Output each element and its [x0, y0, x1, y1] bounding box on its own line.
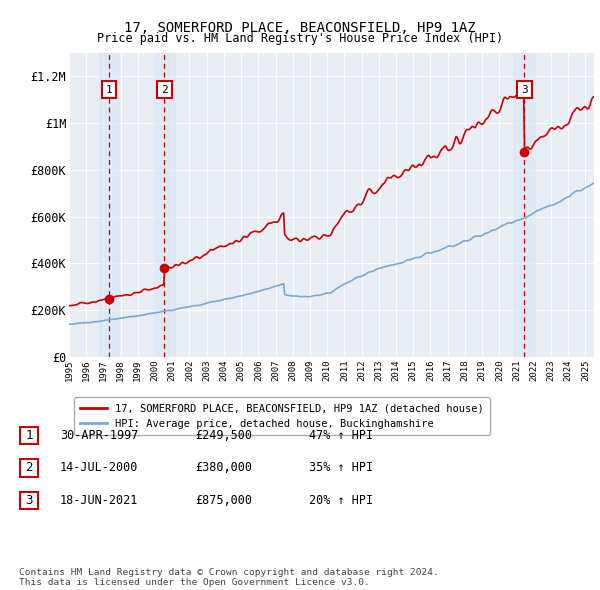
Text: 1: 1 [25, 429, 33, 442]
Text: 2: 2 [25, 461, 33, 474]
Text: 18-JUN-2021: 18-JUN-2021 [60, 494, 139, 507]
Text: 17, SOMERFORD PLACE, BEACONSFIELD, HP9 1AZ: 17, SOMERFORD PLACE, BEACONSFIELD, HP9 1… [124, 21, 476, 35]
Text: Price paid vs. HM Land Registry's House Price Index (HPI): Price paid vs. HM Land Registry's House … [97, 32, 503, 45]
Text: Contains HM Land Registry data © Crown copyright and database right 2024.
This d: Contains HM Land Registry data © Crown c… [19, 568, 439, 587]
Text: £249,500: £249,500 [195, 429, 252, 442]
Text: 35% ↑ HPI: 35% ↑ HPI [309, 461, 373, 474]
Bar [514, 53, 535, 357]
Text: 14-JUL-2000: 14-JUL-2000 [60, 461, 139, 474]
Text: 47% ↑ HPI: 47% ↑ HPI [309, 429, 373, 442]
Text: 3: 3 [521, 84, 528, 94]
Text: 30-APR-1997: 30-APR-1997 [60, 429, 139, 442]
Bar [154, 53, 175, 357]
Text: £875,000: £875,000 [195, 494, 252, 507]
Text: 1: 1 [106, 84, 112, 94]
Bar [99, 53, 119, 357]
Text: £380,000: £380,000 [195, 461, 252, 474]
Legend: 17, SOMERFORD PLACE, BEACONSFIELD, HP9 1AZ (detached house), HPI: Average price,: 17, SOMERFORD PLACE, BEACONSFIELD, HP9 1… [74, 397, 490, 435]
Text: 20% ↑ HPI: 20% ↑ HPI [309, 494, 373, 507]
Text: 3: 3 [25, 494, 33, 507]
Text: 2: 2 [161, 84, 168, 94]
